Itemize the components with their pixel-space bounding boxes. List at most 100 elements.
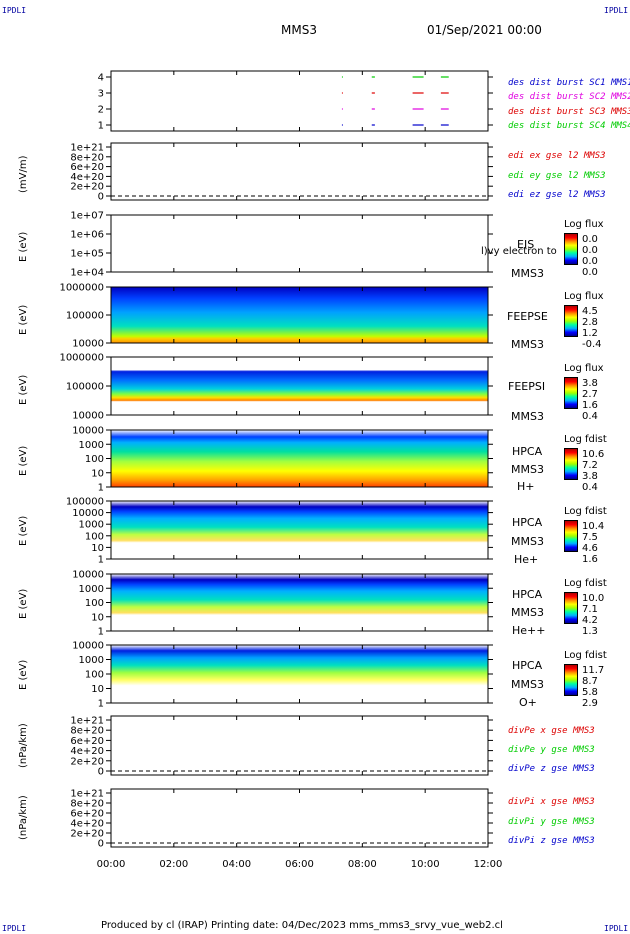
- legend-divpe-y: divPe y gse MMS3: [508, 745, 595, 755]
- colorbar-hpca-o: [564, 664, 578, 696]
- ytick-label-burst-0: 4: [98, 73, 104, 84]
- side-hpca-h: HPCA: [512, 445, 543, 458]
- cb-title-hpca-h: Log fdist: [564, 434, 607, 445]
- legend-burst-sc4: des dist burst SC4 MMS4: [508, 121, 630, 131]
- ytick-label-edi-1: 8e+20: [70, 152, 104, 163]
- panel-frame-eis: [110, 214, 489, 273]
- spectrogram-feepse: [111, 287, 488, 343]
- colorbar-feepse: [564, 305, 578, 337]
- spectrogram-hpca_h: [111, 430, 488, 487]
- ytick-label-eis-0: 1e+07: [70, 211, 104, 222]
- ytick-label-feepse-0: 1000000: [59, 283, 104, 294]
- side-hpca-o: HPCA: [512, 659, 543, 672]
- ytick-label-edi-2: 6e+20: [70, 162, 104, 173]
- ytick-label-burst-3: 1: [98, 121, 104, 132]
- ytick-label-hpca_h-3: 10: [91, 468, 104, 479]
- legend-burst-sc1: des dist burst SC1 MMS1: [508, 78, 630, 88]
- ytick-label-hpca_he-5: 1: [98, 555, 104, 566]
- ytick-label-divpi-4: 2e+20: [70, 829, 104, 840]
- ytick-label-hpca_o-2: 100: [85, 670, 104, 681]
- xtick-label-6: 12:00: [474, 859, 503, 870]
- side-feepsi: FEEPSI: [508, 380, 546, 393]
- ytick-label-feepsi-0: 1000000: [59, 353, 104, 364]
- cb-title-feepsi: Log flux: [564, 363, 604, 374]
- side-hpca-he-species: He+: [514, 553, 539, 566]
- ytick-label-hpca_hepp-2: 100: [85, 598, 104, 609]
- colorbar-hpca-h: [564, 448, 578, 480]
- side-feepse: FEEPSE: [507, 310, 548, 323]
- ytick-label-divpe-1: 8e+20: [70, 726, 104, 737]
- side-feepsi-mms3: MMS3: [511, 410, 544, 423]
- legend-burst-sc3: des dist burst SC3 MMS3: [508, 107, 630, 117]
- cb-title-hpca-hepp: Log fdist: [564, 578, 607, 589]
- ytick-label-burst-2: 2: [98, 105, 104, 116]
- corner-tag-bottom-left: IPDLI: [2, 924, 27, 933]
- side-hpca-o-mms3: MMS3: [511, 678, 544, 691]
- y-label-edi: (mV/m): [18, 155, 29, 194]
- ytick-label-hpca_hepp-0: 10000: [72, 570, 104, 581]
- y-label-hpca-hepp: E (eV): [18, 588, 29, 619]
- ytick-label-divpi-0: 1e+21: [70, 789, 104, 800]
- cb-values-eis: 0.0 0.0 0.0 0.0: [582, 234, 598, 278]
- plot-datetime: 01/Sep/2021 00:00: [427, 23, 542, 37]
- y-label-feepse: E (eV): [18, 304, 29, 335]
- legend-edi-ez: edi ez gse l2 MMS3: [508, 190, 606, 200]
- ytick-label-edi-4: 2e+20: [70, 182, 104, 193]
- corner-tag-top-right: IPDLI: [604, 6, 629, 15]
- cb-title-hpca-he: Log fdist: [564, 506, 607, 517]
- ytick-label-hpca_h-0: 10000: [72, 426, 104, 437]
- ytick-label-hpca_h-4: 1: [98, 483, 104, 494]
- xtick-label-0: 00:00: [97, 859, 126, 870]
- colorbar-feepsi: [564, 377, 578, 409]
- legend-divpi-x: divPi x gse MMS3: [508, 797, 595, 807]
- footer-credits: Produced by cl (IRAP) Printing date: 04/…: [101, 920, 503, 931]
- panel-frame-divpi: [110, 788, 489, 848]
- ytick-label-hpca_o-0: 10000: [72, 641, 104, 652]
- side-hpca-hepp-mms3: MMS3: [511, 606, 544, 619]
- cb-values-hpca-he: 10.4 7.5 4.6 1.6: [582, 521, 605, 565]
- corner-tag-bottom-right: IPDLI: [604, 924, 629, 933]
- ytick-label-divpe-2: 6e+20: [70, 736, 104, 747]
- spectrogram-feepsi: [111, 357, 488, 415]
- cb-values-hpca-h: 10.6 7.2 3.8 0.4: [582, 449, 605, 493]
- side-hpca-hepp: HPCA: [512, 588, 543, 601]
- side-feepse-mms3: MMS3: [511, 338, 544, 351]
- ytick-label-divpe-4: 2e+20: [70, 756, 104, 767]
- ytick-label-edi-5: 0: [98, 192, 104, 203]
- ytick-label-feepsi-2: 10000: [72, 411, 104, 422]
- ytick-label-divpe-3: 4e+20: [70, 746, 104, 757]
- cb-values-feepsi: 3.8 2.7 1.6 0.4: [582, 378, 598, 422]
- colorbar-eis: [564, 233, 578, 265]
- ytick-label-hpca_h-2: 100: [85, 454, 104, 465]
- ytick-label-feepse-1: 100000: [66, 311, 104, 322]
- y-label-divpe: (nPa/km): [18, 723, 29, 768]
- cb-title-hpca-o: Log fdist: [564, 650, 607, 661]
- ytick-label-hpca_hepp-3: 10: [91, 612, 104, 623]
- ytick-label-divpi-5: 0: [98, 839, 104, 850]
- ytick-label-feepse-2: 10000: [72, 339, 104, 350]
- legend-divpi-z: divPi z gse MMS3: [508, 836, 595, 846]
- ytick-label-hpca_o-4: 1: [98, 699, 104, 710]
- ytick-label-hpca_h-1: 1000: [79, 440, 104, 451]
- y-label-feepsi: E (eV): [18, 374, 29, 405]
- side-hpca-he-mms3: MMS3: [511, 535, 544, 548]
- legend-edi-ex: edi ex gse l2 MMS3: [508, 151, 606, 161]
- ytick-label-hpca_he-0: 100000: [66, 497, 104, 508]
- y-label-divpi: (nPa/km): [18, 795, 29, 840]
- cb-values-hpca-o: 11.7 8.7 5.8 2.9: [582, 665, 605, 709]
- eis-overlay-text: l)vy electron to: [481, 246, 557, 257]
- ytick-label-hpca_o-3: 10: [91, 684, 104, 695]
- ytick-label-hpca_he-3: 100: [85, 531, 104, 542]
- ytick-label-divpe-0: 1e+21: [70, 716, 104, 727]
- ytick-label-edi-3: 4e+20: [70, 172, 104, 183]
- panel-frame-edi: [110, 142, 489, 201]
- xtick-label-1: 02:00: [159, 859, 188, 870]
- ytick-label-hpca_o-1: 1000: [79, 655, 104, 666]
- legend-divpi-y: divPi y gse MMS3: [508, 817, 595, 827]
- ytick-label-divpi-2: 6e+20: [70, 809, 104, 820]
- ytick-label-hpca_hepp-1: 1000: [79, 584, 104, 595]
- mission-title: MMS3: [281, 23, 317, 37]
- side-hpca-h-mms3: MMS3: [511, 463, 544, 476]
- spectrogram-hpca_hepp: [111, 574, 488, 631]
